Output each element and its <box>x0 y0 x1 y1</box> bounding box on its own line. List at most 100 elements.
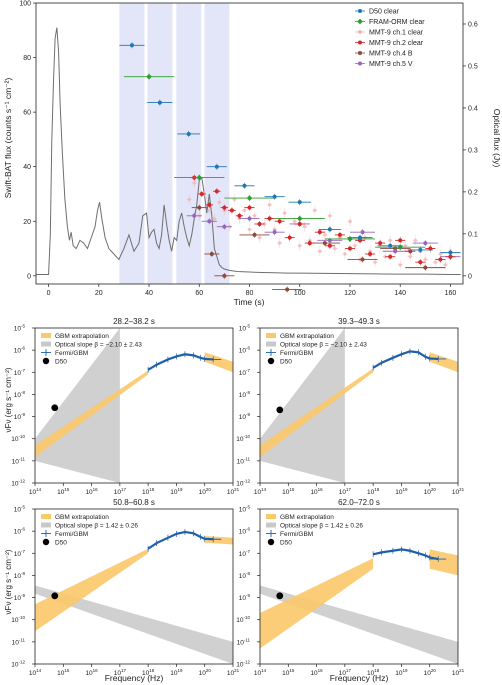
series-marker <box>333 246 337 251</box>
series-marker <box>438 252 443 256</box>
series-marker <box>337 232 342 237</box>
series-marker <box>327 243 332 248</box>
optical-slope-band <box>35 585 233 664</box>
sed-x-tick-label: 1019 <box>395 487 408 496</box>
series-marker <box>383 255 387 259</box>
panel-plot-area <box>35 528 233 664</box>
legend-swatch-marker <box>358 61 362 66</box>
sed-y-tick-label: 10-12 <box>11 479 25 488</box>
sed-y-tick-label: 10-8 <box>239 390 251 399</box>
series-marker <box>327 227 332 232</box>
legend-d50-swatch <box>42 538 50 546</box>
p0-right-y-tick-label: 0.3 <box>468 147 478 154</box>
sed-y-tick-label: 10-10 <box>236 434 250 443</box>
series-marker <box>368 251 373 256</box>
series-marker <box>317 230 322 235</box>
p0-right-y-tick-label: 0 <box>468 273 472 280</box>
series-marker <box>328 214 332 218</box>
sed-y-tick-label: 10-9 <box>239 412 251 421</box>
legend-d50-swatch <box>267 538 275 546</box>
series-marker <box>418 260 423 265</box>
sed-x-tick-label: 1021 <box>227 668 240 677</box>
sed-legend-label: D50 <box>55 540 67 547</box>
p0-x-tick-label: 40 <box>145 290 153 297</box>
series-marker <box>293 219 297 223</box>
fram-orm-marker <box>296 215 303 222</box>
series-marker <box>217 200 222 204</box>
series-marker <box>207 202 212 207</box>
sed-y-tick-label: 10-7 <box>14 549 26 558</box>
p3-panel-title: 50.8–60.8 s <box>113 498 155 507</box>
series-marker <box>272 230 277 235</box>
series-marker <box>257 221 262 226</box>
fermi-gbm-data <box>372 548 439 561</box>
fermi-gbm-data <box>147 530 214 550</box>
sed-legend-label: Optical slope β = 1.42 ± 0.26 <box>55 523 138 530</box>
gbm-extrapolation-band <box>35 370 149 457</box>
p0-y-tick-label: 20 <box>23 219 31 226</box>
series-marker <box>403 244 407 248</box>
panel-plot-area <box>260 328 458 483</box>
sed-legend-label: GBM extrapolation <box>55 514 109 521</box>
sed-legend-label: D50 <box>55 359 67 366</box>
sed-x-tick-label: 1021 <box>227 487 240 496</box>
legend-gbm-swatch <box>266 333 276 338</box>
p0-x-tick-label: 0 <box>47 290 51 297</box>
sed-y-tick-label: 10-12 <box>236 660 250 669</box>
sed-x-tick-label: 1017 <box>114 668 127 677</box>
legend-entry-label: MMT-9 ch.4 B <box>369 51 413 58</box>
series-marker <box>237 213 242 218</box>
sed-x-tick-label: 1017 <box>339 668 352 677</box>
sed-legend-label: GBM extrapolation <box>280 333 334 340</box>
series-marker <box>197 205 202 210</box>
series-marker <box>285 287 290 292</box>
sed-panel-1: 28.2–38.2 s νFν (erg s⁻¹ cm⁻²) 1014 1015 1… <box>4 317 240 496</box>
gbm-high-energy-band <box>204 536 233 545</box>
p0-x-tick-label: 140 <box>394 290 406 297</box>
sed-x-tick-label: 1018 <box>142 668 155 677</box>
d50-marker <box>276 406 284 414</box>
fram-orm-marker <box>397 244 404 250</box>
p0-x-tick-label: 80 <box>246 290 254 297</box>
sed-y-tick-label: 10-8 <box>14 571 26 580</box>
sed-legend-label: Fermi/GBM <box>280 531 313 538</box>
sed-x-tick-label: 1016 <box>85 487 98 496</box>
fram-orm-marker <box>196 174 203 181</box>
series-marker <box>347 246 352 251</box>
series-marker <box>360 230 365 235</box>
sed-x-tick-label: 1019 <box>395 668 408 677</box>
fram-orm-marker <box>146 73 152 80</box>
p0-x-tick-label: 60 <box>195 290 203 297</box>
sed-y-tick-label: 10-5 <box>239 324 251 333</box>
sed-legend-label: Fermi/GBM <box>280 350 313 357</box>
series-marker <box>207 208 212 213</box>
sed-y-tick-label: 10-10 <box>236 615 250 624</box>
sed-y-tick-label: 10-7 <box>14 368 26 377</box>
sed-x-tick-label: 1014 <box>254 668 267 677</box>
sed-y-tick-label: 10-9 <box>239 593 251 602</box>
sed-legend-label: Fermi/GBM <box>55 350 88 357</box>
p0-y-tick-label: 100 <box>19 1 31 8</box>
gbm-extrapolation-band <box>35 548 149 632</box>
series-marker <box>247 227 252 232</box>
series-marker <box>277 241 282 245</box>
gbm-high-energy-band <box>429 352 458 373</box>
fram-orm-marker <box>246 195 253 201</box>
series-marker <box>267 216 272 221</box>
optical-slope-band <box>260 328 345 483</box>
legend-gbm-swatch <box>266 514 276 519</box>
p0-y-tick-label: 60 <box>23 110 31 117</box>
sed-x-tick-label: 1015 <box>282 487 295 496</box>
series-marker <box>207 219 212 224</box>
time-window-shade <box>119 3 145 284</box>
series-marker <box>388 254 393 259</box>
series-marker <box>408 255 412 259</box>
p0-right-y-tick-label: 0.4 <box>468 105 478 112</box>
sed-plot-frame <box>34 327 234 484</box>
sed-y-tick-label: 10-11 <box>237 456 251 465</box>
sed-y-tick-label: 10-5 <box>14 324 26 333</box>
series-marker <box>267 203 272 207</box>
sed-legend-label: D50 <box>280 540 292 547</box>
series-marker <box>423 265 428 270</box>
series-marker <box>232 197 237 202</box>
